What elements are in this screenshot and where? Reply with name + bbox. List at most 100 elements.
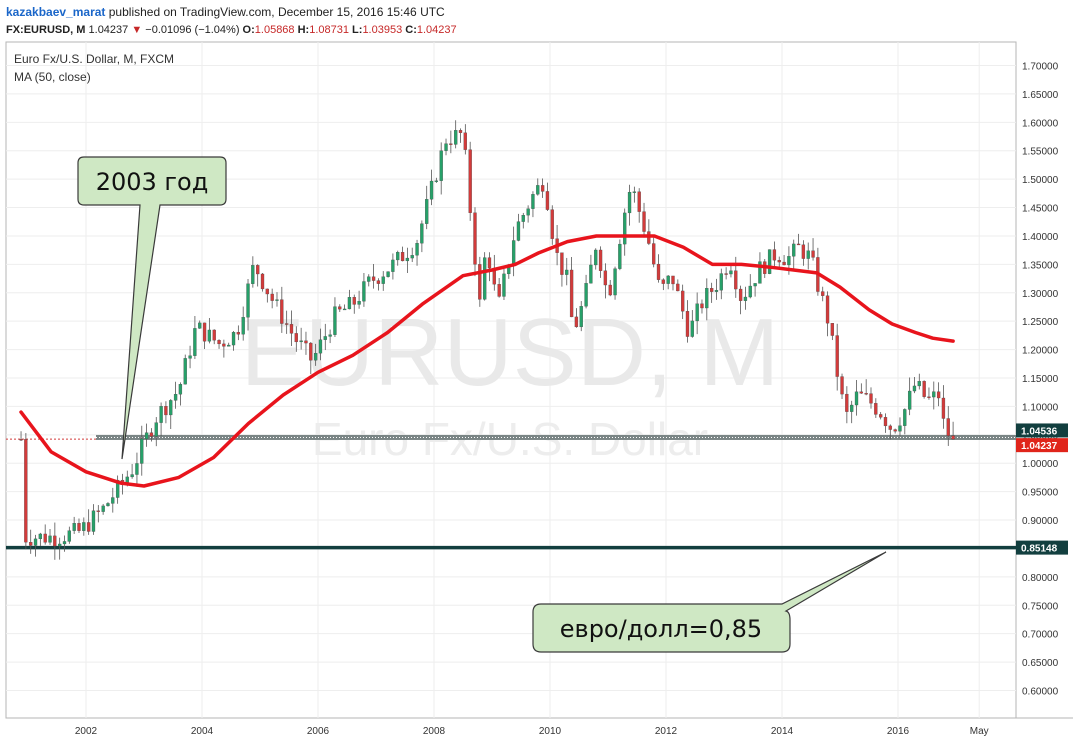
- candle-body: [487, 257, 492, 269]
- candle-body: [352, 297, 356, 305]
- candle-body: [173, 394, 178, 401]
- y-tick-label: 0.80000: [1022, 573, 1059, 584]
- candle-body: [840, 376, 844, 395]
- candle-body: [854, 391, 859, 406]
- close-label: C:: [405, 24, 417, 36]
- candle-body: [236, 332, 241, 335]
- y-tick-label: 1.15000: [1022, 374, 1059, 385]
- time-axis[interactable]: 2002 2004 2006 2008 2010 2012 2014 2016 May: [75, 726, 989, 737]
- candle-body: [62, 541, 67, 545]
- legend-indicator[interactable]: MA (50, close): [14, 70, 91, 84]
- candle-body: [420, 223, 424, 244]
- candle-body: [946, 418, 950, 436]
- candle-body: [681, 290, 685, 312]
- y-tick-label: 0.75000: [1022, 601, 1059, 612]
- y-tick-label: 1.00000: [1022, 459, 1059, 470]
- candle-body: [705, 288, 709, 309]
- candle-body: [207, 329, 212, 342]
- callout-2003[interactable]: 2003 год: [77, 156, 227, 460]
- candle-body: [796, 243, 801, 246]
- candle-body: [603, 270, 608, 286]
- y-tick-label: 1.60000: [1022, 118, 1059, 129]
- candle-body: [903, 409, 907, 426]
- y-tick-label: 1.45000: [1022, 204, 1059, 215]
- candle-body: [19, 439, 23, 441]
- candle-body: [77, 523, 81, 531]
- y-tick-label: 1.30000: [1022, 289, 1059, 300]
- high-value: 1.08731: [309, 24, 349, 36]
- candle-body: [738, 288, 743, 301]
- candle-body: [304, 340, 308, 344]
- change-value: −0.01096 (−1.04%): [145, 24, 240, 36]
- candle-body: [371, 276, 376, 281]
- candle-body: [231, 332, 236, 346]
- author-link[interactable]: kazakbaev_marat: [6, 5, 106, 19]
- candle-body: [425, 199, 429, 224]
- candle-body: [825, 295, 830, 324]
- candle-body: [545, 191, 550, 210]
- candle-body: [87, 522, 91, 532]
- low-label: L:: [352, 24, 363, 36]
- candle-body: [613, 268, 617, 296]
- candle-body: [801, 244, 806, 259]
- candle-body: [869, 393, 873, 404]
- price-axis[interactable]: 0.600000.650000.700000.750000.800000.850…: [1022, 62, 1059, 698]
- candle-body: [376, 280, 381, 284]
- callout-085[interactable]: евро/долл=0,85: [532, 551, 887, 653]
- candle-body: [922, 381, 926, 397]
- y-tick-label: 0.90000: [1022, 516, 1059, 527]
- candle-body: [299, 340, 303, 343]
- candle-body: [115, 479, 120, 498]
- candle-body: [410, 255, 414, 259]
- candle-body: [270, 293, 274, 301]
- candle-body: [787, 256, 791, 266]
- candle-body: [912, 385, 917, 392]
- candle-body: [256, 265, 260, 275]
- y-tick-label: 1.40000: [1022, 232, 1059, 243]
- horizontal-levels[interactable]: [6, 434, 1016, 550]
- candle-body: [767, 249, 772, 274]
- candle-body: [198, 322, 202, 329]
- candle-body: [907, 390, 912, 410]
- candle-body: [835, 335, 839, 377]
- candle-body: [188, 355, 192, 359]
- symbol-label: FX:EURUSD, M: [6, 24, 86, 36]
- candle-body: [627, 191, 632, 214]
- moving-average: [19, 234, 955, 488]
- x-tick-label: 2016: [887, 726, 910, 737]
- candle-body: [265, 288, 269, 295]
- candle-body: [729, 270, 733, 275]
- candle-body: [714, 290, 719, 292]
- candle-body: [260, 273, 265, 290]
- candle-body: [212, 329, 216, 341]
- candle-body: [806, 250, 810, 259]
- candle-body: [589, 264, 593, 284]
- candle-body: [323, 336, 327, 340]
- candle-body: [497, 284, 501, 297]
- candle-body: [96, 510, 100, 512]
- y-tick-label: 0.65000: [1022, 658, 1059, 669]
- candle-body: [217, 340, 221, 345]
- candle-body: [106, 503, 110, 507]
- candle-body: [642, 211, 646, 232]
- candle-body: [811, 250, 815, 258]
- candle-body: [43, 533, 47, 543]
- price-label: 0.85148: [1021, 544, 1058, 555]
- candle-body: [169, 400, 173, 416]
- candle-body: [685, 311, 690, 337]
- candle-body: [516, 221, 521, 241]
- candle-body: [511, 240, 516, 265]
- candle-body: [24, 439, 28, 543]
- candle-body: [676, 283, 680, 292]
- candle-body: [618, 243, 622, 269]
- x-tick-label: 2012: [655, 726, 678, 737]
- candle-body: [58, 543, 62, 547]
- price-label-bg: [1016, 423, 1068, 438]
- candle-body: [671, 275, 675, 285]
- candle-body: [449, 143, 453, 145]
- candle-body: [584, 283, 588, 307]
- candle-body: [473, 212, 477, 265]
- candle-body: [772, 249, 777, 261]
- candle-body: [565, 269, 569, 275]
